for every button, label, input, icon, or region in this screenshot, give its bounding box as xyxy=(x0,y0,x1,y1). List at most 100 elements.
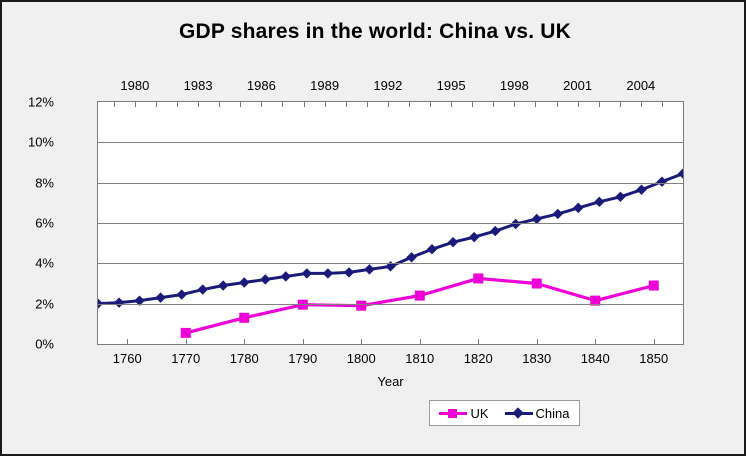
top-tick-mark xyxy=(114,102,115,107)
top-tick-mark xyxy=(620,102,621,107)
top-tick-label: 1986 xyxy=(246,78,276,93)
top-tick-mark xyxy=(641,102,642,107)
data-point-china xyxy=(98,298,104,309)
gridline xyxy=(98,183,683,184)
top-tick-mark xyxy=(135,102,136,107)
data-point-china xyxy=(490,225,501,237)
data-point-china xyxy=(447,236,459,248)
top-tick-mark xyxy=(472,102,473,107)
data-point-china xyxy=(510,218,521,230)
data-point-uk xyxy=(239,312,250,323)
x-tick-mark xyxy=(537,339,538,344)
data-point-china xyxy=(176,289,187,300)
top-tick-mark xyxy=(219,102,220,107)
data-point-uk xyxy=(648,280,659,291)
gridline xyxy=(98,223,683,224)
data-point-china xyxy=(280,271,291,282)
data-point-china xyxy=(343,267,355,278)
x-tick-label: 1840 xyxy=(580,351,610,366)
data-point-china xyxy=(134,295,145,306)
top-tick-mark xyxy=(282,102,283,107)
legend-item-uk[interactable]: UK xyxy=(439,405,489,421)
data-point-china xyxy=(615,191,626,202)
data-point-china xyxy=(531,213,542,225)
top-tick-mark xyxy=(430,102,431,107)
page-title: GDP shares in the world: China vs. UK xyxy=(178,20,572,43)
data-point-china xyxy=(155,292,166,303)
top-tick-mark xyxy=(304,102,305,107)
data-point-china xyxy=(656,176,668,187)
x-tick-label: 1800 xyxy=(346,351,376,366)
series-line-china xyxy=(98,172,683,306)
data-point-china xyxy=(301,268,313,279)
gridline xyxy=(98,142,683,143)
data-point-china xyxy=(217,280,229,291)
x-tick-mark xyxy=(478,339,479,344)
data-point-china xyxy=(197,284,208,295)
top-tick-mark xyxy=(261,102,262,107)
data-point-china xyxy=(468,231,480,243)
y-tick-label: 10% xyxy=(27,134,54,150)
top-tick-mark xyxy=(367,102,368,107)
top-tick-label: 1989 xyxy=(310,78,340,93)
chart-legend: UK China xyxy=(429,400,580,426)
x-axis-title: Year xyxy=(377,374,404,389)
series-line-uk xyxy=(185,276,655,335)
data-point-china xyxy=(322,268,334,279)
x-tick-label: 1770 xyxy=(171,351,201,366)
data-point-china xyxy=(636,184,647,195)
data-point-china xyxy=(113,297,125,308)
data-point-china xyxy=(677,168,683,179)
top-tick-mark xyxy=(599,102,600,107)
data-point-uk xyxy=(590,295,601,306)
legend-item-china[interactable]: China xyxy=(504,405,570,421)
data-point-uk xyxy=(356,300,367,311)
top-tick-label: 2004 xyxy=(626,78,656,93)
x-tick-label: 1850 xyxy=(639,351,669,366)
y-tick-label: 12% xyxy=(27,94,54,110)
top-tick-mark xyxy=(493,102,494,107)
data-point-china xyxy=(594,196,605,208)
data-point-uk xyxy=(180,327,191,338)
top-tick-mark xyxy=(514,102,515,107)
gridline xyxy=(98,263,683,264)
y-tick-label: 8% xyxy=(35,175,54,191)
top-tick-label: 2001 xyxy=(563,78,593,93)
data-point-uk xyxy=(473,273,484,284)
x-tick-label: 1780 xyxy=(229,351,259,366)
top-tick-mark xyxy=(198,102,199,107)
y-tick-label: 2% xyxy=(35,296,54,312)
top-tick-mark xyxy=(683,102,684,107)
top-tick-mark xyxy=(240,102,241,107)
y-tick-label: 6% xyxy=(35,215,54,231)
legend-label-china: China xyxy=(535,405,570,421)
x-tick-mark xyxy=(595,339,596,344)
data-point-china xyxy=(426,244,438,255)
data-point-china xyxy=(364,264,375,275)
top-tick-mark xyxy=(156,102,157,107)
top-tick-mark xyxy=(346,102,347,107)
data-point-china xyxy=(573,202,584,214)
x-tick-label: 1830 xyxy=(522,351,552,366)
china-legend-swatch xyxy=(504,407,533,419)
x-tick-mark xyxy=(303,339,304,344)
x-tick-label: 1790 xyxy=(288,351,318,366)
y-tick-label: 0% xyxy=(35,336,54,352)
legend-label-uk: UK xyxy=(470,405,489,421)
top-tick-mark xyxy=(578,102,579,107)
top-tick-label: 1983 xyxy=(183,78,213,93)
data-point-china xyxy=(552,208,564,220)
top-tick-mark xyxy=(409,102,410,107)
x-tick-mark xyxy=(127,339,128,344)
top-tick-mark xyxy=(325,102,326,107)
gridline xyxy=(98,304,683,305)
x-tick-mark xyxy=(244,339,245,344)
x-tick-mark xyxy=(186,339,187,344)
top-tick-mark xyxy=(451,102,452,107)
data-point-uk xyxy=(531,278,542,289)
x-tick-label: 1810 xyxy=(405,351,435,366)
top-tick-label: 1980 xyxy=(120,78,150,93)
x-tick-mark xyxy=(420,339,421,344)
top-tick-mark xyxy=(557,102,558,107)
top-tick-label: 1992 xyxy=(373,78,403,93)
